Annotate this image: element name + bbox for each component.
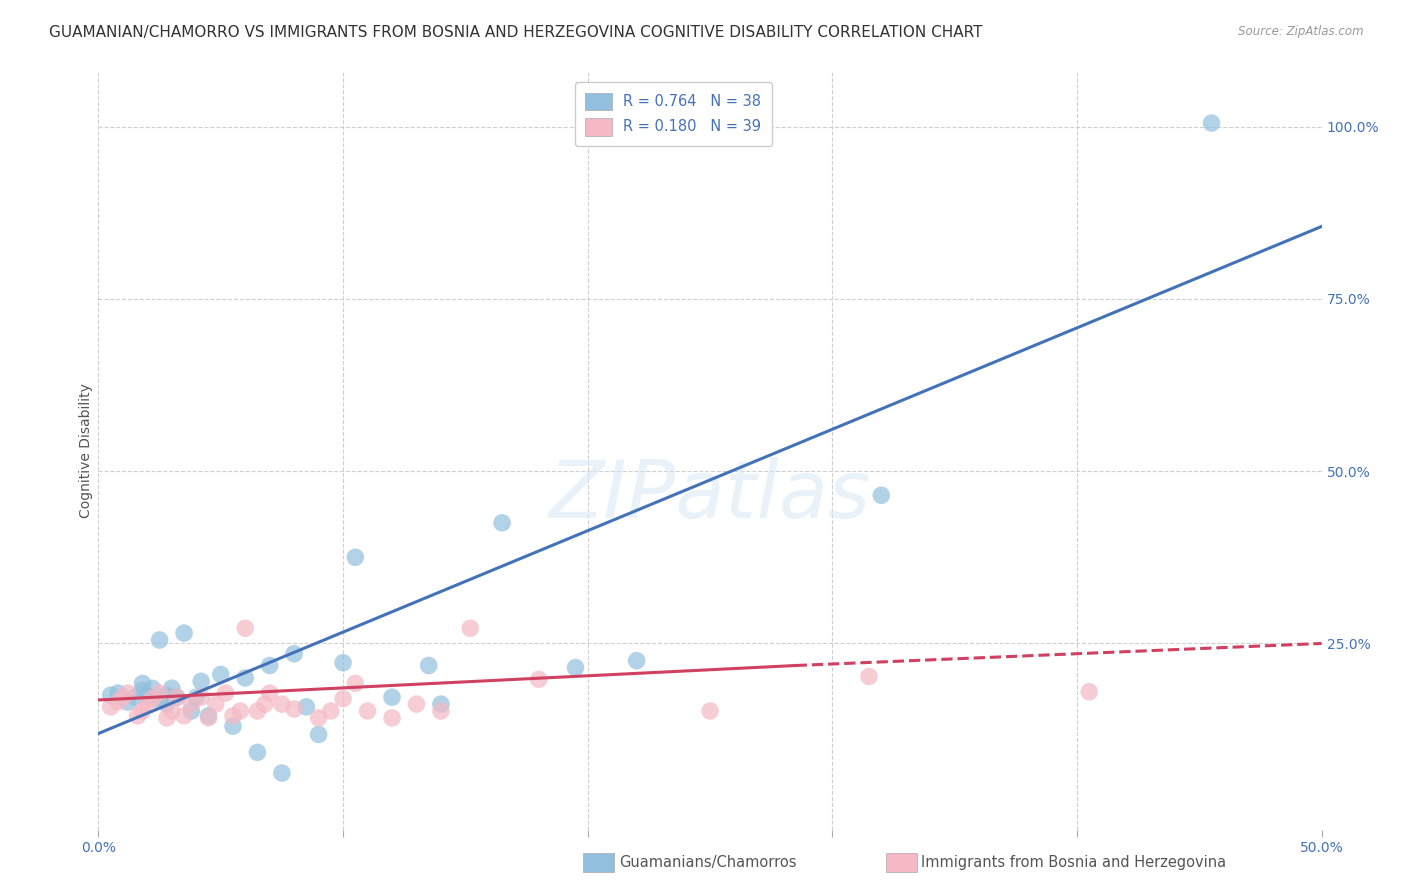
Point: [1201, 116, 1223, 130]
Point: [295, 699, 318, 714]
Point: [356, 704, 378, 718]
Point: [107, 686, 129, 700]
Point: [564, 660, 586, 674]
Point: [205, 697, 228, 711]
Point: [332, 656, 354, 670]
Point: [156, 688, 179, 702]
Point: [117, 686, 139, 700]
Point: [405, 697, 427, 711]
Text: Guamanians/Chamorros: Guamanians/Chamorros: [619, 855, 796, 870]
Point: [430, 697, 453, 711]
Point: [209, 667, 232, 681]
Point: [253, 697, 276, 711]
Point: [166, 690, 188, 705]
Point: [308, 727, 330, 741]
Point: [699, 704, 721, 718]
Point: [229, 704, 252, 718]
Point: [156, 711, 179, 725]
Point: [131, 704, 153, 718]
Point: [259, 658, 281, 673]
Point: [283, 647, 305, 661]
Point: [430, 704, 453, 718]
Point: [141, 681, 163, 696]
Point: [418, 658, 440, 673]
Point: [197, 708, 219, 723]
Point: [344, 550, 367, 565]
Point: [131, 676, 153, 690]
Point: [270, 697, 294, 711]
Point: [381, 690, 404, 705]
Point: [111, 690, 134, 705]
Legend: R = 0.764   N = 38, R = 0.180   N = 39: R = 0.764 N = 38, R = 0.180 N = 39: [575, 82, 772, 145]
Text: Source: ZipAtlas.com: Source: ZipAtlas.com: [1239, 25, 1364, 38]
Point: [127, 708, 149, 723]
Point: [259, 686, 281, 700]
Point: [233, 671, 256, 685]
Y-axis label: Cognitive Disability: Cognitive Disability: [79, 383, 93, 518]
Point: [283, 702, 305, 716]
Point: [173, 626, 195, 640]
Point: [160, 704, 183, 718]
Point: [308, 711, 330, 725]
Point: [246, 704, 269, 718]
Point: [149, 693, 172, 707]
Point: [870, 488, 893, 502]
Point: [180, 704, 202, 718]
Point: [246, 745, 269, 759]
Point: [233, 621, 256, 635]
Point: [141, 691, 163, 706]
Point: [124, 690, 146, 705]
Point: [190, 674, 212, 689]
Point: [190, 690, 212, 705]
Point: [626, 654, 648, 668]
Text: GUAMANIAN/CHAMORRO VS IMMIGRANTS FROM BOSNIA AND HERZEGOVINA COGNITIVE DISABILIT: GUAMANIAN/CHAMORRO VS IMMIGRANTS FROM BO…: [49, 25, 983, 40]
Point: [214, 686, 236, 700]
Point: [100, 688, 122, 702]
Point: [197, 711, 219, 725]
Point: [100, 699, 122, 714]
Point: [491, 516, 513, 530]
Point: [332, 691, 354, 706]
Point: [527, 673, 550, 687]
Point: [222, 719, 245, 733]
Point: [858, 669, 880, 683]
Point: [149, 633, 172, 648]
Point: [1078, 684, 1101, 698]
Text: ZIPatlas: ZIPatlas: [548, 457, 872, 535]
Point: [381, 711, 404, 725]
Point: [186, 690, 208, 705]
Point: [136, 697, 159, 711]
Point: [270, 766, 294, 780]
Point: [173, 708, 195, 723]
Point: [180, 697, 202, 711]
Point: [117, 695, 139, 709]
Point: [344, 676, 367, 690]
Point: [166, 690, 188, 705]
Point: [458, 621, 481, 635]
Point: [149, 686, 172, 700]
Text: Immigrants from Bosnia and Herzegovina: Immigrants from Bosnia and Herzegovina: [921, 855, 1226, 870]
Point: [156, 697, 179, 711]
Point: [131, 683, 153, 698]
Point: [107, 695, 129, 709]
Point: [136, 688, 159, 702]
Point: [319, 704, 342, 718]
Point: [222, 708, 245, 723]
Point: [160, 681, 183, 696]
